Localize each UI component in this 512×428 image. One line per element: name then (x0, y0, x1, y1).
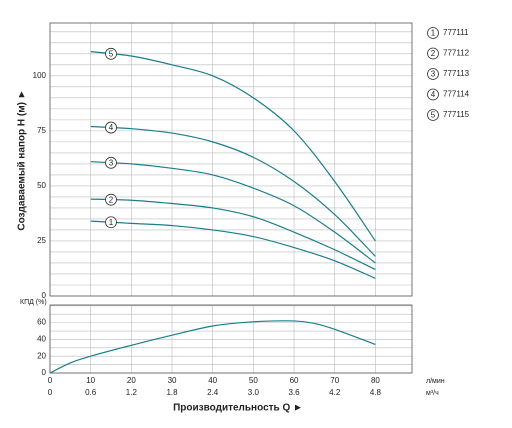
legend-label: 777114 (443, 90, 470, 99)
series-line (90, 51, 376, 242)
x2-tick-label: 0.6 (85, 388, 97, 397)
x2-tick-label: 3.0 (248, 388, 260, 397)
series-badge-label: 4 (109, 123, 114, 132)
legend-label: 777115 (443, 110, 470, 119)
y-tick-label: 40 (37, 335, 46, 344)
x2-tick-label: 4.2 (329, 388, 341, 397)
y-axis-title: КПД (%) (20, 299, 47, 306)
series-badge-label: 2 (109, 195, 114, 204)
series-line (49, 320, 376, 374)
x-tick-label: 30 (168, 376, 177, 385)
y-tick-label: 20 (37, 351, 46, 360)
legend-label: 777111 (443, 28, 469, 37)
y-tick-label: 0 (42, 291, 47, 300)
legend-badge (427, 88, 439, 101)
y-tick-label: 75 (37, 126, 46, 135)
plot-frame (49, 22, 413, 297)
x-tick-label: 50 (249, 376, 258, 385)
legend-badge-label: 4 (431, 90, 436, 99)
legend-label: 777113 (443, 69, 470, 78)
x-tick-label: 0 (48, 376, 53, 385)
series-line (90, 161, 376, 264)
legend-badge-label: 5 (431, 111, 436, 120)
x2-tick-label: 2.4 (207, 388, 219, 397)
y-tick-label: 100 (33, 71, 47, 80)
y-tick-label: 50 (37, 181, 46, 190)
series-badge (105, 47, 117, 60)
series-badge (105, 156, 117, 169)
y-tick-label: 60 (37, 318, 46, 327)
y-axis-title: Создаваемый напор H (м) ► (17, 89, 28, 230)
series-line (90, 125, 376, 257)
x-axis-title: Производительность Q ► (173, 403, 303, 414)
x2-tick-label: 1.8 (166, 388, 178, 397)
legend-badge (427, 109, 439, 121)
legend-badge (427, 47, 439, 60)
x-tick-label: 70 (330, 376, 339, 385)
legend-badge (427, 68, 439, 80)
x2-tick-label: 4.8 (370, 388, 382, 397)
series-line (90, 198, 376, 271)
y-tick-label: 0 (42, 368, 47, 377)
series-badge (105, 121, 117, 134)
x2-tick-label: 3.6 (288, 388, 300, 397)
x-tick-label: 20 (127, 376, 136, 385)
series-line (90, 220, 376, 279)
series-badge-label: 5 (109, 49, 114, 58)
x-tick-label: 80 (371, 376, 380, 385)
series-badge (105, 216, 117, 229)
x2-unit: м³/ч (426, 390, 439, 397)
x-tick-label: 60 (290, 376, 299, 385)
y-tick-label: 25 (37, 236, 46, 245)
legend-badge-label: 3 (431, 70, 436, 79)
legend-badge (427, 27, 439, 39)
series-badge-label: 3 (109, 158, 114, 167)
x-tick-label: 40 (208, 376, 217, 385)
x-unit: л/мин (426, 378, 445, 385)
series-badge-label: 1 (109, 218, 114, 227)
x2-tick-label: 1.2 (126, 388, 138, 397)
legend-badge-label: 2 (431, 49, 436, 58)
series-badge (105, 193, 117, 206)
x-tick-label: 10 (86, 376, 95, 385)
plot-frame (49, 304, 413, 374)
legend-label: 777112 (443, 49, 470, 58)
legend-badge-label: 1 (431, 29, 436, 38)
x2-tick-label: 0 (48, 388, 53, 397)
